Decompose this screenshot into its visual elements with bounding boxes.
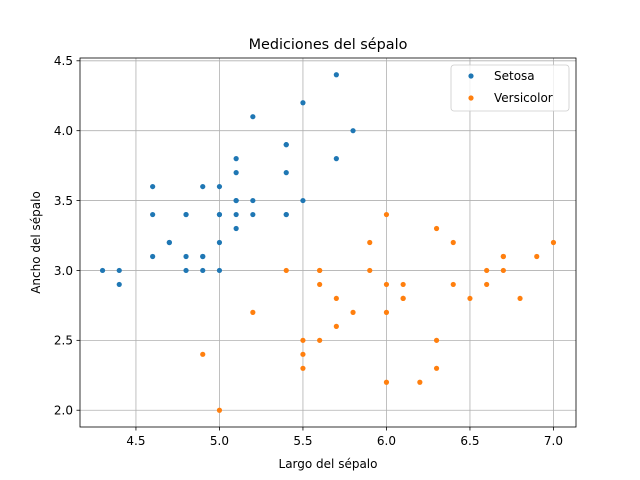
data-point-setosa [300, 100, 306, 106]
data-point-versicolor [550, 239, 557, 246]
x-tick-label: 5.5 [293, 434, 312, 448]
series-setosa [99, 72, 356, 288]
data-point-setosa [250, 197, 256, 204]
y-tick-label: 2.0 [54, 404, 73, 418]
data-point-setosa [233, 225, 239, 232]
legend: Setosa Versicolor [450, 64, 570, 112]
legend-marker-setosa [468, 73, 474, 79]
legend-label-setosa: Setosa [494, 69, 535, 83]
data-point-versicolor [300, 365, 306, 371]
data-point-setosa [283, 142, 289, 148]
data-point-versicolor [317, 281, 323, 288]
data-point-versicolor [500, 267, 506, 274]
data-point-versicolor [250, 309, 256, 315]
x-tick-label: 6.5 [460, 434, 479, 448]
data-point-setosa [233, 211, 239, 218]
series-versicolor [200, 211, 557, 413]
chart-title: Mediciones del sépalo [249, 37, 408, 53]
data-point-versicolor [283, 267, 289, 274]
data-point-versicolor [433, 225, 440, 232]
y-axis-ticks: 2.0 2.5 3.0 3.5 4.0 4.5 [54, 54, 80, 418]
data-point-versicolor [317, 267, 323, 274]
data-point-versicolor [317, 337, 323, 343]
x-tick-label: 7.0 [544, 434, 563, 448]
data-point-versicolor [383, 309, 390, 315]
plot-frame [79, 57, 577, 428]
data-point-versicolor [517, 295, 523, 302]
data-point-setosa [116, 267, 122, 274]
data-point-setosa [216, 183, 223, 190]
data-point-versicolor [300, 351, 306, 357]
y-axis-label: Ancho del sépalo [29, 191, 43, 294]
x-axis-ticks: 4.5 5.0 5.5 6.0 6.5 7.0 [126, 427, 563, 448]
data-point-versicolor [484, 267, 490, 274]
data-point-versicolor [383, 281, 390, 288]
data-point-versicolor [333, 295, 339, 302]
data-point-versicolor [433, 337, 440, 343]
data-point-setosa [150, 211, 156, 218]
data-point-setosa [183, 253, 189, 260]
data-point-setosa [150, 183, 156, 190]
data-point-setosa [200, 183, 206, 190]
data-point-versicolor [216, 407, 223, 413]
data-point-setosa [166, 239, 172, 246]
data-point-setosa [216, 239, 223, 246]
data-points [99, 72, 557, 413]
y-tick-label: 2.5 [54, 334, 73, 348]
data-point-versicolor [200, 351, 206, 357]
legend-marker-versicolor [468, 95, 474, 101]
data-point-versicolor [367, 239, 373, 246]
data-point-setosa [99, 267, 106, 274]
legend-box [450, 64, 570, 112]
x-tick-label: 4.5 [126, 434, 145, 448]
data-point-setosa [333, 72, 339, 78]
data-point-versicolor [450, 239, 456, 246]
y-tick-label: 4.5 [54, 54, 73, 68]
data-point-setosa [200, 267, 206, 274]
data-point-setosa [200, 253, 206, 260]
data-point-versicolor [350, 309, 356, 315]
data-point-versicolor [400, 281, 406, 288]
data-point-versicolor [367, 267, 373, 274]
data-point-setosa [233, 170, 239, 176]
data-point-versicolor [333, 323, 339, 329]
data-point-versicolor [534, 253, 540, 260]
data-point-setosa [216, 211, 223, 218]
data-point-setosa [233, 197, 239, 204]
data-point-setosa [116, 281, 122, 288]
data-point-versicolor [433, 365, 440, 371]
y-tick-label: 3.0 [54, 264, 73, 278]
data-point-setosa [233, 156, 239, 162]
y-tick-label: 3.5 [54, 194, 73, 208]
x-tick-label: 6.0 [377, 434, 396, 448]
data-point-setosa [333, 156, 339, 162]
data-point-setosa [183, 267, 189, 274]
legend-label-versicolor: Versicolor [494, 91, 553, 105]
y-tick-label: 4.0 [54, 124, 73, 138]
data-point-setosa [283, 211, 289, 218]
x-tick-label: 5.0 [210, 434, 229, 448]
data-point-setosa [350, 128, 356, 134]
data-point-setosa [250, 114, 256, 120]
data-point-versicolor [400, 295, 406, 302]
data-point-versicolor [467, 295, 473, 302]
data-point-versicolor [383, 379, 390, 385]
data-point-setosa [300, 197, 306, 204]
data-point-versicolor [500, 253, 506, 260]
data-point-setosa [150, 253, 156, 260]
x-axis-label: Largo del sépalo [279, 457, 378, 471]
data-point-versicolor [300, 337, 306, 343]
data-point-setosa [250, 211, 256, 218]
data-point-versicolor [484, 281, 490, 288]
data-point-setosa [216, 267, 223, 274]
data-point-setosa [283, 170, 289, 176]
data-point-versicolor [383, 211, 390, 218]
data-point-versicolor [450, 281, 456, 288]
data-point-versicolor [417, 379, 423, 385]
data-point-setosa [183, 211, 189, 218]
